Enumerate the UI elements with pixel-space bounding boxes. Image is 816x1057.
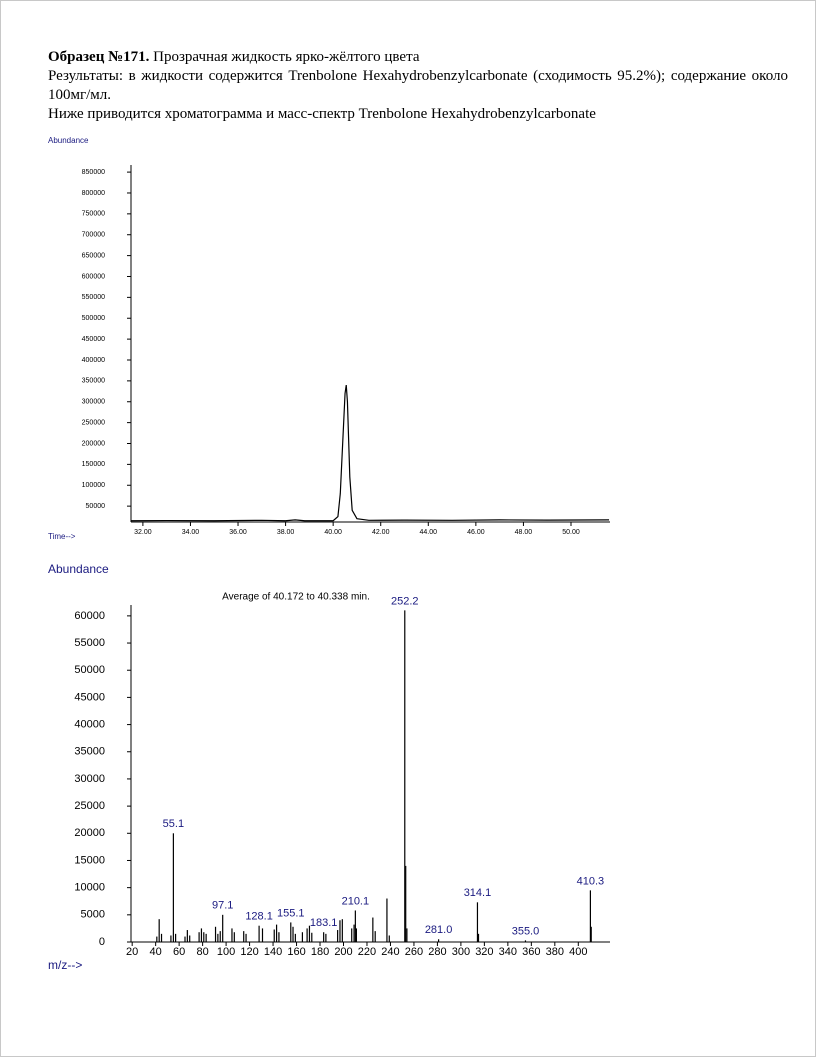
y-tick-label: 50000 — [86, 503, 106, 510]
x-tick-label: 180 — [311, 946, 329, 958]
y-tick-label: 250000 — [82, 419, 105, 426]
y-tick-label: 800000 — [82, 190, 105, 197]
x-axis-label: Time--> — [48, 532, 76, 541]
y-tick-label: 15000 — [74, 854, 105, 866]
x-tick-label: 20 — [126, 946, 138, 958]
peak-label: 210.1 — [342, 895, 370, 907]
y-tick-label: 60000 — [74, 610, 105, 622]
below-text: Ниже приводится хроматограмма и масс-спе… — [48, 106, 596, 122]
peak-label: 410.3 — [577, 875, 605, 887]
y-tick-label: 300000 — [82, 399, 105, 406]
heading-text: Прозрачная жидкость ярко-жёлтого цвета — [153, 49, 420, 65]
x-tick-label: 46.00 — [467, 529, 485, 536]
y-tick-label: 350000 — [82, 378, 105, 385]
results: Результаты: в жидкости содержится Trenbo… — [48, 68, 788, 103]
x-tick-label: 48.00 — [515, 529, 533, 536]
x-tick-label: 40 — [150, 946, 162, 958]
x-tick-label: 140 — [264, 946, 282, 958]
chromatogram-line — [130, 384, 610, 522]
x-tick-label: 40.00 — [324, 529, 342, 536]
x-tick-label: 36.00 — [229, 529, 247, 536]
y-tick-label: 100000 — [82, 482, 105, 489]
y-axis-label: Abundance — [48, 562, 109, 576]
x-tick-label: 320 — [475, 946, 493, 958]
y-tick-label: 5000 — [81, 909, 105, 921]
heading: Образец №171. Прозрачная жидкость ярко-ж… — [48, 48, 788, 67]
x-tick-label: 50.00 — [562, 529, 580, 536]
y-axis-label: Abundance — [48, 136, 89, 145]
x-tick-label: 380 — [546, 946, 564, 958]
x-tick-label: 260 — [405, 946, 423, 958]
heading-bold: Образец №171. — [48, 49, 150, 65]
y-tick-label: 700000 — [82, 232, 105, 239]
x-tick-label: 360 — [522, 946, 540, 958]
peak-label: 314.1 — [464, 887, 492, 899]
x-tick-label: 200 — [334, 946, 352, 958]
peak-label: 55.1 — [163, 818, 184, 830]
x-tick-label: 280 — [428, 946, 446, 958]
y-tick-label: 45000 — [74, 691, 105, 703]
y-tick-label: 850000 — [82, 169, 105, 176]
chart-title: Average of 40.172 to 40.338 min. — [222, 592, 370, 603]
x-tick-label: 42.00 — [372, 529, 390, 536]
x-tick-label: 240 — [381, 946, 399, 958]
y-tick-label: 150000 — [82, 461, 105, 468]
y-tick-label: 40000 — [74, 718, 105, 730]
x-tick-label: 80 — [196, 946, 208, 958]
y-tick-label: 30000 — [74, 773, 105, 785]
peak-label: 355.0 — [512, 925, 540, 937]
x-axis-label: m/z--> — [48, 958, 82, 972]
peak-label: 281.0 — [425, 924, 453, 936]
x-tick-label: 44.00 — [420, 529, 438, 536]
y-tick-label: 20000 — [74, 827, 105, 839]
peak-label: 128.1 — [245, 911, 273, 923]
y-tick-label: 550000 — [82, 294, 105, 301]
x-tick-label: 220 — [358, 946, 376, 958]
y-tick-label: 55000 — [74, 637, 105, 649]
x-tick-label: 120 — [240, 946, 258, 958]
x-tick-label: 160 — [287, 946, 305, 958]
y-tick-label: 35000 — [74, 746, 105, 758]
y-tick-label: 650000 — [82, 252, 105, 259]
x-tick-label: 100 — [217, 946, 235, 958]
x-tick-label: 34.00 — [182, 529, 200, 536]
y-tick-label: 10000 — [74, 882, 105, 894]
y-tick-label: 400000 — [82, 357, 105, 364]
y-tick-label: 200000 — [82, 440, 105, 447]
x-tick-label: 38.00 — [277, 529, 295, 536]
peak-label: 252.2 — [391, 595, 419, 607]
x-tick-label: 60 — [173, 946, 185, 958]
x-tick-label: 340 — [499, 946, 517, 958]
x-tick-label: 300 — [452, 946, 470, 958]
peak-label: 183.1 — [310, 917, 338, 929]
y-tick-label: 25000 — [74, 800, 105, 812]
y-tick-label: 50000 — [74, 664, 105, 676]
x-tick-label: 32.00 — [134, 529, 152, 536]
peak-label: 97.1 — [212, 900, 233, 912]
y-tick-label: 750000 — [82, 211, 105, 218]
y-tick-label: 0 — [99, 936, 105, 948]
y-tick-label: 500000 — [82, 315, 105, 322]
y-tick-label: 450000 — [82, 336, 105, 343]
x-tick-label: 400 — [569, 946, 587, 958]
document-text: Образец №171. Прозрачная жидкость ярко-ж… — [48, 48, 788, 124]
y-tick-label: 600000 — [82, 273, 105, 280]
peak-label: 155.1 — [277, 907, 305, 919]
